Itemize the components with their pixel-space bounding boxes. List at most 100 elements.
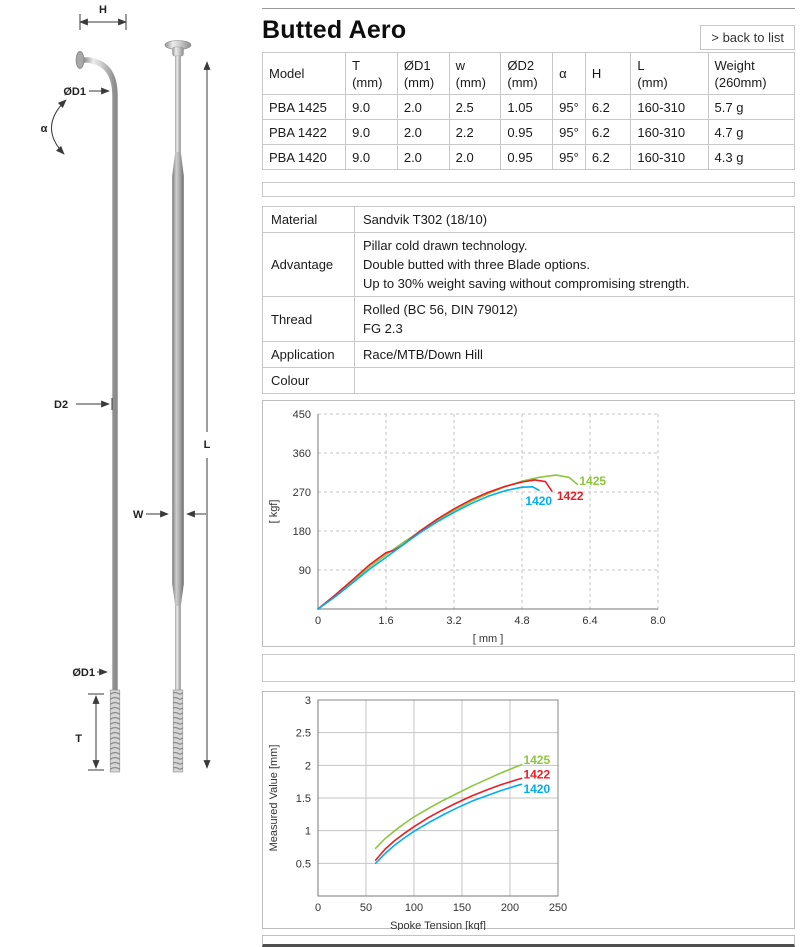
series-line-1425	[317, 474, 579, 610]
y-axis-title: [ kgf]	[268, 500, 280, 524]
spec-cell: 9.0	[345, 94, 398, 120]
info-value: Sandvik T302 (18/10)	[354, 206, 795, 233]
model-cell: PBA 1420	[261, 144, 347, 170]
left-spoke-head	[75, 51, 85, 69]
y-tick-label: 2	[305, 760, 311, 772]
info-label: Thread	[262, 296, 355, 342]
x-axis-title: [ mm ]	[473, 633, 504, 645]
y-tick-label: 3	[305, 695, 311, 707]
dim-w-label: W	[133, 509, 144, 521]
y-axis-title: Measured Value [mm]	[268, 745, 280, 852]
series-line-1420	[374, 783, 523, 865]
info-table: Material Sandvik T302 (18/10) Advantage Pil…	[262, 206, 795, 394]
header-unit: (mm)	[455, 74, 486, 90]
spec-cell: 95°	[552, 144, 586, 170]
empty-strip-1	[262, 182, 795, 197]
info-value: Pillar cold drawn technology. Double butt…	[354, 232, 795, 297]
series-line-1425	[374, 763, 523, 850]
spec-cell: 95°	[552, 94, 586, 120]
info-line: Up to 30% weight saving without compromi…	[363, 276, 690, 291]
spec-cell: 6.2	[584, 144, 632, 170]
y-tick-label: 1	[305, 826, 311, 838]
info-line: Sandvik T302 (18/10)	[363, 212, 488, 227]
header-line: w	[455, 57, 465, 73]
info-row: Application Race/MTB/Down Hill	[262, 341, 795, 368]
x-tick-label: 0	[315, 902, 321, 914]
dim-t-label: T	[75, 733, 82, 745]
spec-row: PBA 1425 9.0 2.0 2.5 1.05 95° 6.2 160-310 5.7 g	[261, 94, 796, 120]
spec-cell: 160-310	[630, 119, 709, 145]
header-line: T	[352, 57, 361, 73]
x-axis-title: Spoke Tension [kgf]	[390, 920, 486, 930]
left-spoke-threads	[109, 689, 121, 773]
tension-elongation-chart-box: 0 50 100 150 200 250 0.5 1 1.5 2 2.5 3 1425 1422 1420 S…	[262, 691, 795, 930]
header-line: Model	[269, 66, 305, 81]
spec-cell: 2.0	[448, 144, 502, 170]
header-unit: (260mm)	[714, 74, 767, 90]
info-label: Material	[262, 206, 355, 233]
y-tick-label: 1.5	[296, 793, 311, 805]
back-to-list-link[interactable]: > back to list	[700, 25, 795, 50]
info-label: Colour	[262, 367, 355, 394]
spec-col-header: T (mm)	[345, 52, 398, 95]
y-tick-label: 270	[293, 487, 311, 499]
spec-cell: 9.0	[345, 144, 398, 170]
header-unit: (mm)	[352, 74, 383, 90]
series-label-1425: 1425	[523, 753, 550, 767]
header-line: α	[559, 66, 567, 81]
left-spoke-shaft	[84, 57, 118, 690]
header-unit: (mm)	[637, 74, 668, 90]
right-spoke-upper-shaft	[175, 56, 181, 152]
spec-cell: 6.2	[584, 94, 632, 120]
spec-cell: 2.5	[448, 94, 502, 120]
page-title: Butted Aero	[262, 16, 407, 44]
x-tick-label: 3.2	[446, 615, 461, 627]
spec-cell: 160-310	[630, 144, 709, 170]
spec-cell: 4.3 g	[707, 144, 796, 170]
spec-cell: 6.2	[584, 119, 632, 145]
spec-cell: 2.2	[448, 119, 502, 145]
dim-d1-top-label: ØD1	[63, 86, 86, 98]
spec-table: Model T (mm) ØD1 (mm) w (mm) ØD2 (mm) α H L (mm) Weig…	[261, 52, 796, 170]
spec-cell: 2.0	[396, 119, 450, 145]
empty-strip-2	[262, 654, 795, 682]
spec-cell: 95°	[552, 119, 586, 145]
info-row: Advantage Pillar cold drawn technology. Do…	[262, 232, 795, 297]
x-tick-label: 0	[315, 615, 321, 627]
right-spoke-threads	[172, 689, 184, 773]
y-tick-label: 0.5	[296, 858, 311, 870]
y-tick-label: 360	[293, 448, 311, 460]
spec-header-row: Model T (mm) ØD1 (mm) w (mm) ØD2 (mm) α H L (mm) Weig…	[261, 52, 796, 95]
series-label-1420: 1420	[525, 494, 552, 508]
spec-cell: 160-310	[630, 94, 709, 120]
info-label: Application	[262, 341, 355, 368]
info-value: Race/MTB/Down Hill	[354, 341, 795, 368]
x-tick-label: 250	[549, 902, 567, 914]
x-tick-label: 100	[405, 902, 423, 914]
info-label: Advantage	[262, 232, 355, 297]
spec-col-header: w (mm)	[448, 52, 502, 95]
spec-cell: 2.0	[396, 144, 450, 170]
info-line: FG 2.3	[363, 321, 403, 336]
spec-col-header: ØD2 (mm)	[500, 52, 554, 95]
spec-cell: 1.05	[500, 94, 554, 120]
model-cell: PBA 1422	[261, 119, 347, 145]
bottom-divider	[262, 935, 795, 947]
x-tick-label: 4.8	[514, 615, 529, 627]
spec-col-header: Model	[261, 52, 347, 95]
right-spoke-lower-shaft	[175, 606, 181, 690]
spec-cell: 5.7 g	[707, 94, 796, 120]
spec-col-header: H	[584, 52, 632, 95]
series-line-1420	[317, 486, 540, 610]
load-deflection-chart-box: 0 1.6 3.2 4.8 6.4 8.0 90 180 270 360 450 1425 1422 14…	[262, 400, 795, 647]
series-label-1422: 1422	[557, 489, 584, 503]
series-line-1422	[374, 777, 523, 861]
spec-cell: 0.95	[500, 144, 554, 170]
series-label-1425: 1425	[579, 474, 606, 488]
spec-cell: 9.0	[345, 119, 398, 145]
info-line	[363, 371, 786, 390]
dim-alpha-label: α	[41, 123, 48, 135]
dimension-annotations: H ØD1 α D2 L W ØD1 T	[41, 4, 211, 771]
header-line: ØD1	[403, 57, 431, 73]
